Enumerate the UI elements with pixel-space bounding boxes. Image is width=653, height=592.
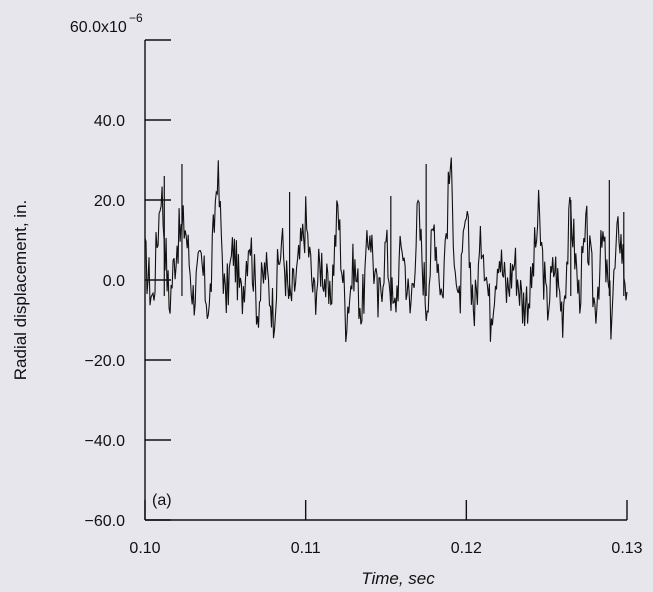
series-layer [144,157,628,343]
y-tick-label: 60.0 [70,19,101,36]
y-ticks: 60.0 40.0 20.0 0.0 −20.0 −40.0 −60.0 [70,19,171,530]
x-axis: 0.10 0.11 0.12 0.13 [129,500,643,557]
y-tick-label: −60.0 [85,513,126,530]
y-axis-title: Radial displacement, in. [11,200,30,380]
x-axis-title: Time, sec [361,569,435,588]
series-line [144,157,628,343]
y-tick-label: −20.0 [85,353,126,370]
y-tick-label: 40.0 [94,113,125,130]
y-tick-label: −40.0 [85,433,126,450]
x-tick-label: 0.12 [451,540,482,557]
panel-label: (a) [152,492,172,509]
y-tick-label: 0.0 [103,273,125,290]
y-axis: 60.0 40.0 20.0 0.0 −20.0 −40.0 −60.0 [70,19,171,530]
x-tick-label: 0.11 [291,540,321,557]
x-tick-label: 0.13 [611,540,642,557]
y-exponent-label: −6 [129,11,143,25]
y-multiplier-label: x10 [101,19,127,36]
y-tick-label: 20.0 [94,193,125,210]
x-ticks: 0.10 0.11 0.12 0.13 [129,500,643,557]
x-tick-label: 0.10 [129,540,160,557]
